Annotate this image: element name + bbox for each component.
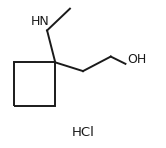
- Text: HN: HN: [31, 15, 50, 28]
- Text: HCl: HCl: [72, 126, 94, 139]
- Text: OH: OH: [127, 53, 146, 66]
